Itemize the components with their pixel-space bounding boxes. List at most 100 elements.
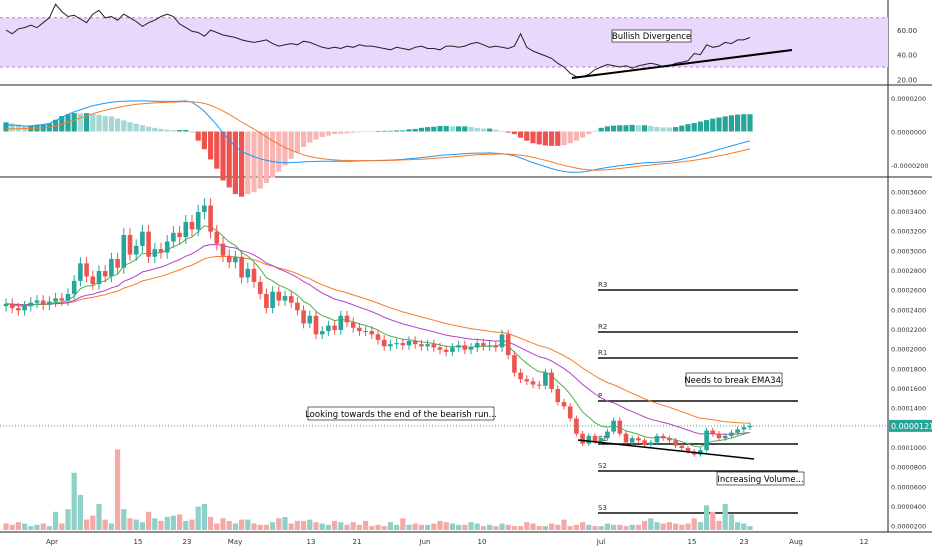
annotation-bullish-divergence[interactable]: Bullish Divergence	[611, 29, 692, 43]
macd-histogram-bar	[356, 131, 362, 133]
candle-body	[84, 263, 89, 277]
macd-histogram-bar	[245, 131, 251, 195]
current-price-tag: 0.00001214	[889, 419, 932, 432]
volume-bar	[121, 509, 127, 530]
price-tick-label: 0.0002000	[891, 346, 926, 354]
price-tick-label: 0.0003400	[891, 208, 926, 216]
candle-body	[549, 372, 554, 390]
price-support-trendline	[577, 439, 755, 460]
macd-histogram-bar	[598, 127, 604, 132]
volume-bar	[313, 522, 319, 530]
macd-histogram-bar	[338, 131, 344, 134]
annotation-bearish-run[interactable]: Looking towards the end of the bearish r…	[305, 406, 497, 421]
macd-histogram-bar	[170, 130, 176, 132]
annotation-ema34[interactable]: Needs to break EMA34.	[684, 372, 784, 387]
candle-body	[617, 420, 623, 434]
candle-body	[78, 263, 83, 281]
macd-histogram-bar	[679, 125, 685, 132]
price-tick-label: 0.0003000	[891, 247, 926, 255]
volume-bar	[183, 520, 189, 530]
macd-histogram-bar	[381, 130, 387, 132]
annotation-ema34-text: Needs to break EMA34.	[684, 376, 783, 386]
macd-histogram-bar	[425, 127, 431, 132]
rsi-tick-label: 20.00	[897, 76, 917, 84]
volume-bar	[301, 520, 307, 530]
macd-histogram-bar	[201, 131, 207, 150]
macd-histogram-bar	[239, 131, 245, 197]
candle-body	[381, 339, 387, 347]
macd-histogram-bar	[350, 131, 356, 133]
macd-histogram-bar	[431, 126, 437, 132]
volume-bar	[344, 524, 350, 530]
candle-body	[580, 433, 585, 444]
candle-body	[524, 379, 530, 382]
macd-histogram	[3, 113, 753, 197]
volume-bar	[325, 524, 331, 530]
candle-body	[598, 438, 604, 442]
macd-histogram-bar	[59, 116, 65, 132]
annotation-bearish-run-text: Looking towards the end of the bearish r…	[305, 410, 497, 420]
pivot-label: S3	[598, 504, 607, 512]
candle-body	[307, 315, 313, 324]
macd-histogram-bar	[660, 127, 666, 132]
volume-bar	[387, 522, 393, 530]
macd-histogram-bar	[505, 131, 511, 133]
volume-bar	[9, 524, 15, 530]
candle-body	[3, 303, 9, 307]
candle-body	[96, 271, 102, 285]
volume-bar	[214, 523, 220, 530]
candle-body	[183, 221, 189, 238]
candle-body	[53, 298, 58, 302]
volume-bar	[369, 526, 375, 530]
volume-bar	[635, 524, 641, 530]
candle-body	[257, 281, 263, 294]
candle-body	[251, 268, 257, 282]
macd-histogram-bar	[691, 123, 697, 132]
annotation-increasing-volume[interactable]: Increasing Volume...	[716, 471, 805, 486]
annotation-increasing-volume-text: Increasing Volume...	[717, 475, 803, 485]
macd-histogram-bar	[449, 126, 455, 132]
volume-bar	[350, 522, 356, 530]
volume-bar	[567, 526, 573, 530]
macd-histogram-bar	[518, 131, 524, 138]
volume-bar	[71, 472, 77, 530]
macd-histogram-bar	[71, 113, 77, 132]
price-tick-label: 0.0002800	[891, 267, 926, 275]
candle-body	[65, 293, 71, 301]
volume-bar	[90, 515, 96, 530]
candle-body	[34, 300, 40, 303]
macd-histogram-bar	[84, 113, 90, 132]
price-tick-label: 0.0003600	[891, 188, 926, 196]
volume-bars	[3, 449, 753, 530]
macd-histogram-bar	[115, 118, 121, 132]
candle-body	[270, 291, 275, 309]
candle-body	[357, 327, 362, 332]
macd-histogram-bar	[511, 131, 517, 135]
volume-bar	[505, 524, 511, 530]
candle-body	[493, 345, 499, 348]
volume-bar	[208, 517, 214, 530]
candle-body	[741, 427, 747, 430]
macd-histogram-bar	[344, 131, 350, 134]
volume-bar	[77, 494, 83, 530]
volume-bar	[3, 523, 9, 530]
volume-bar	[189, 519, 195, 530]
macd-histogram-bar	[412, 128, 418, 132]
macd-histogram-bar	[623, 125, 629, 132]
volume-bar	[177, 514, 183, 530]
candle-body	[648, 442, 654, 445]
candle-body	[704, 430, 709, 451]
candle-body	[47, 301, 52, 305]
macd-histogram-bar	[480, 128, 486, 132]
time-tick-label: 13	[307, 538, 316, 546]
volume-bar	[139, 522, 145, 530]
volume-bar	[561, 519, 567, 530]
rsi-tick-label: 60.00	[897, 27, 917, 35]
macd-histogram-bar	[604, 126, 610, 132]
candle-body	[431, 344, 437, 348]
candle-body	[22, 306, 27, 311]
volume-bar	[549, 523, 555, 530]
volume-bar	[487, 524, 493, 530]
volume-bar	[319, 523, 325, 530]
